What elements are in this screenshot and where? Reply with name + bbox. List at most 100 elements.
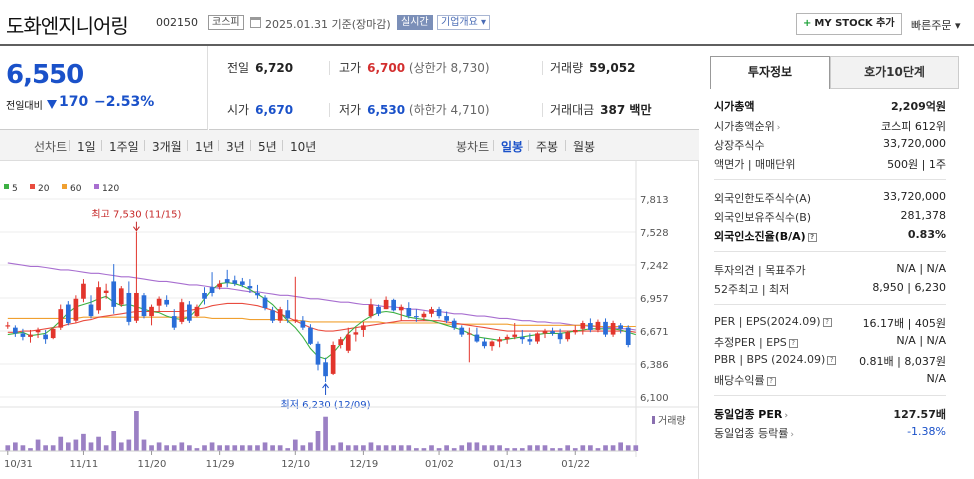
volume-bar [376,445,381,451]
industry-rate-value: -1.38% [907,425,946,438]
current-price: 6,550 [6,60,84,90]
quote-low-label: 저가 [339,103,362,117]
ma20-line [7,302,636,333]
volume-bar [565,445,571,451]
company-overview-dropdown[interactable]: 기업개요 ▾ [437,15,490,30]
row-est-per: 추정PER | EPS? N/A | N/A [714,334,946,352]
tab-invest-info[interactable]: 투자정보 [710,56,830,89]
candle-body [429,309,434,314]
per-value: 16.17배 | 405원 [862,317,946,330]
x-tick-label: 12/10 [281,459,310,470]
period-1w[interactable]: 1주일 [109,140,139,154]
volume-bar [217,445,222,451]
info-tabs: 투자정보 호가10단계 [710,56,959,89]
candle-body [572,329,578,333]
volume-bar [610,445,616,451]
volume-bar [330,445,336,451]
candle-body [489,341,495,347]
industry-per-label[interactable]: 동일업종 PER › [714,406,788,422]
foreign-hold-value: 281,378 [900,209,947,222]
candle-body [451,320,457,328]
candle-body [474,334,480,342]
w52-value: 8,950 | 6,230 [872,281,946,294]
candle-body [353,332,359,335]
quote-volume-label: 거래량 [550,61,584,75]
period-monthly[interactable]: 월봉 [573,140,596,154]
upper-limit: (상한가 8,730) [408,61,490,75]
candle-body [171,316,177,328]
volume-bar [603,445,608,451]
help-icon[interactable]: ? [822,318,832,327]
candle-body [134,292,139,321]
tab-orderbook[interactable]: 호가10단계 [830,56,959,89]
candle-body [535,333,540,342]
calendar-icon [250,17,261,28]
period-1y[interactable]: 1년 [195,140,214,154]
chart-period-bar: 선차트 1일 1주일 3개월 1년 3년 5년 10년 봉차트 일봉 주봉 월봉 [0,130,699,161]
help-icon[interactable]: ? [827,356,837,365]
x-tick-label: 01/13 [493,459,522,470]
row-shares: 상장주식수 33,720,000 [714,137,946,155]
quote-prev: 전일 6,720 [227,59,293,76]
divider [329,61,330,75]
y-tick-label: 6,957 [640,294,669,305]
candle-body [43,334,48,340]
candle-body [239,281,245,285]
candle-body [398,306,404,311]
volume-bar [625,445,631,451]
period-3m[interactable]: 3개월 [152,140,182,154]
period-1d[interactable]: 1일 [77,140,96,154]
period-weekly[interactable]: 주봉 [536,140,559,154]
industry-rate-label[interactable]: 동일업종 등락률 › [714,425,794,441]
row-par: 액면가 | 매매단위 500원 | 1주 [714,156,946,174]
mcap-rank-value: 코스피 612위 [881,120,946,133]
stock-name[interactable]: 도화엔지니어링 [6,14,129,38]
volume-bar [65,442,71,451]
period-5y[interactable]: 5년 [258,140,277,154]
period-10y[interactable]: 10년 [290,140,317,154]
volume-bar [535,445,540,451]
lower-limit: (하한가 4,710) [408,103,490,117]
volume-bar [292,439,298,451]
x-tick-label: 01/02 [425,459,454,470]
volume-bar [444,445,449,451]
realtime-button[interactable]: 실시간 [397,15,433,30]
candle-chart[interactable]: 5 20 60 120 7,813 7,528 7,242 6,957 6,671 6,386 6,… [0,161,699,479]
volume-bar [232,445,238,451]
price-change-pct: −2.53% [94,94,155,110]
candle-body [194,306,200,317]
divider [542,103,543,117]
row-foreign-limit: 외국인한도주식수(A) 33,720,000 [714,190,946,208]
period-candle-chart[interactable]: 봉차트 [456,140,490,154]
candle-body [618,325,623,329]
current-price-panel: 6,550 전일대비 170 −2.53% [0,46,208,130]
period-3y[interactable]: 3년 [226,140,245,154]
mcap-rank-label[interactable]: 시가총액순위 › [714,118,780,134]
mcap-label: 시가총액 [714,100,755,113]
per-text: PER | EPS(2024.09) [714,315,821,328]
change-label: 전일대비 [6,101,43,112]
volume-bar [58,436,64,451]
help-icon[interactable]: ? [807,233,817,242]
chevron-right-icon: › [784,411,789,421]
x-tick-label: 10/31 [4,459,33,470]
my-stock-add-button[interactable]: + MY STOCK 추가 [796,13,902,35]
est-per-text: 추정PER | EPS [714,336,787,349]
volume-bar [149,445,154,451]
quote-high-value: 6,700 [367,61,406,75]
help-icon[interactable]: ? [766,377,776,386]
divider [101,140,102,151]
volume-bar [194,448,200,451]
period-line-chart[interactable]: 선차트 [34,140,68,154]
x-tick-label: 01/22 [561,459,590,470]
my-stock-label: MY STOCK 추가 [814,18,895,29]
candle-body [542,331,548,334]
est-per-label: 추정PER | EPS? [714,334,798,350]
divider [218,140,219,151]
period-daily[interactable]: 일봉 [501,140,524,154]
help-icon[interactable]: ? [788,339,798,348]
quote-amount-value: 387 백만 [600,103,652,117]
high-annotation: 최고 7,530 (11/15) [91,209,181,221]
quick-order-dropdown[interactable]: 빠른주문 ▾ [911,19,961,32]
legend-swatch [62,184,67,189]
